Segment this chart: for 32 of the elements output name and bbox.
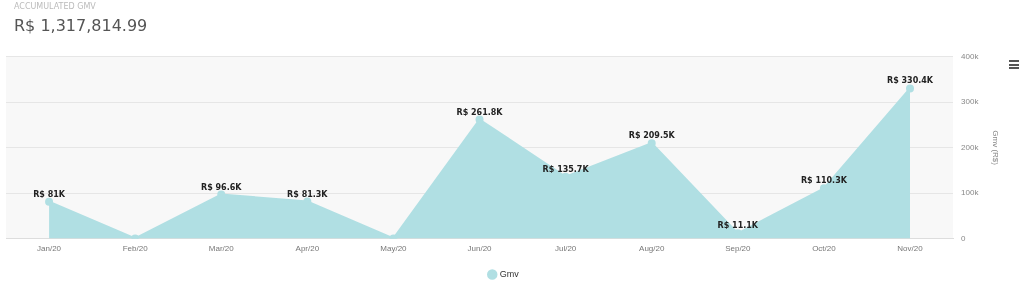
x-tick-label: Nov/20 (897, 244, 924, 254)
data-label: R$ 110.3K (800, 176, 848, 186)
x-tick-label: Aug/20 (639, 244, 665, 254)
data-label: R$ 330.4K (887, 76, 934, 86)
x-tick-label: Feb/20 (122, 244, 149, 254)
y-tick-label: 100k (961, 188, 980, 198)
point (45, 197, 54, 206)
x-tick-label: Mar/20 (208, 244, 235, 254)
data-label: R$ 261.8K (456, 107, 504, 117)
x-tick-label: Jan/20 (37, 244, 62, 254)
chart-title: ACCUMULATED GMV (14, 2, 96, 11)
chart-subtitle: R$ 1,317,814.99 (14, 16, 148, 35)
x-tick-label: Jul/20 (554, 244, 577, 254)
data-label: R$ 81K (33, 189, 66, 199)
data-label: R$ 135.7K (542, 164, 590, 174)
data-label: R$ 209.5K (628, 131, 676, 141)
x-tick-label: Sep/20 (725, 244, 752, 254)
point (906, 84, 915, 93)
data-label: R$ 96.6K (201, 182, 243, 192)
x-tick-label: Oct/20 (812, 244, 837, 254)
x-tick-label: Apr/20 (295, 244, 320, 254)
data-label: R$ 81.3K (287, 189, 329, 199)
y-tick-label: 300k (961, 97, 980, 107)
data-label: R$ 11.1K (717, 221, 759, 231)
x-tick-label: May/20 (380, 244, 408, 254)
y-tick-label: 400k (961, 52, 980, 61)
legend-label: Gmv (499, 268, 520, 279)
y-tick-label: 200k (961, 142, 980, 152)
y-tick-label: 0 (961, 233, 967, 243)
y-axis-title: Gmv (R$) (991, 130, 1000, 166)
x-tick-label: Jun/20 (467, 244, 493, 254)
point (475, 115, 484, 124)
